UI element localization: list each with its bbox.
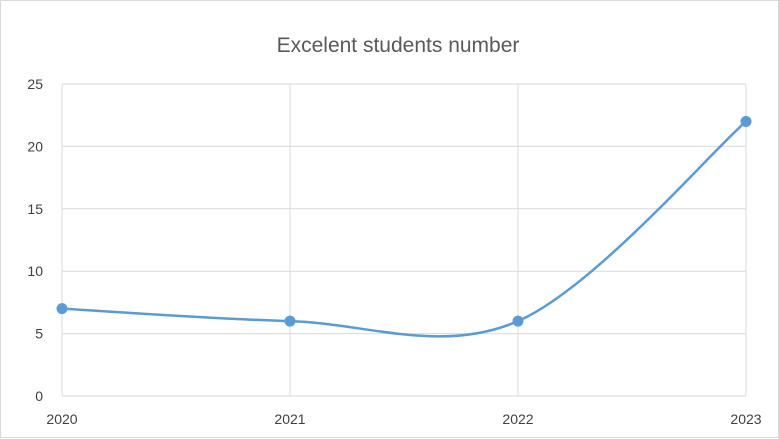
series-layer [56, 115, 752, 338]
gridlines [61, 83, 747, 397]
x-tick-label: 2020 [46, 411, 77, 427]
y-tick-label: 15 [27, 201, 43, 217]
data-point [740, 115, 752, 127]
x-tick-label: 2021 [274, 411, 305, 427]
data-point [284, 315, 296, 327]
y-tick-label: 5 [35, 326, 43, 342]
y-tick-label: 0 [35, 388, 43, 404]
chart-title: Excelent students number [277, 34, 520, 57]
x-tick-label: 2023 [730, 411, 761, 427]
data-point [56, 303, 68, 315]
data-point [512, 315, 524, 327]
x-axis-ticks: 2020 2021 2022 2023 [46, 411, 761, 427]
x-tick-label: 2022 [502, 411, 533, 427]
y-axis-ticks: 0 5 10 15 20 25 [27, 76, 43, 404]
y-tick-label: 20 [27, 138, 43, 154]
y-tick-label: 10 [27, 263, 43, 279]
series-line [60, 120, 748, 338]
y-tick-label: 25 [27, 76, 43, 92]
